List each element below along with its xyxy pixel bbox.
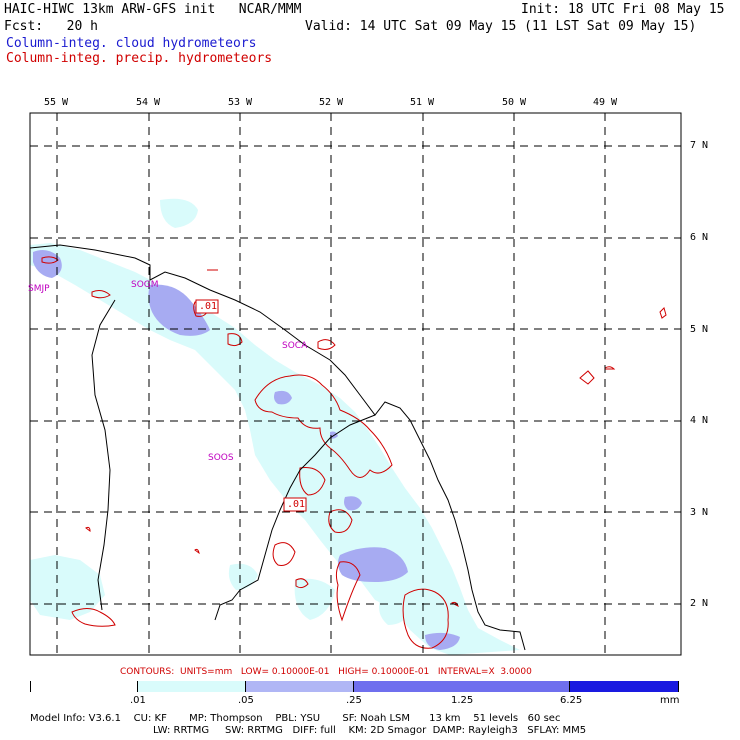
- model-title: HAIC-HIWC 13km ARW-GFS init NCAR/MMM: [4, 2, 302, 17]
- lat-label-4n: 4 N: [690, 415, 709, 426]
- station-smjp: SMJP: [28, 284, 50, 294]
- lon-label-50w: 50 W: [502, 97, 527, 108]
- valid-time: Valid: 14 UTC Sat 09 May 15 (11 LST Sat …: [305, 19, 697, 34]
- colorbar-swatch-darkblue: [570, 681, 678, 692]
- colorbar-label-025: .25: [346, 695, 362, 706]
- tick-marks: [56, 113, 681, 605]
- colorbar-swatch-cyan: [138, 681, 246, 692]
- contour-label-box-1: [195, 299, 219, 314]
- colorbar-label-001: .01: [130, 695, 146, 706]
- coastline-borders: [30, 244, 526, 651]
- map-frame: [29, 112, 682, 656]
- colorbar-swatch-blue: [354, 681, 570, 692]
- lon-label-54w: 54 W: [136, 97, 161, 108]
- station-sogm: SOGM: [131, 280, 159, 290]
- station-soca: SOCA: [282, 341, 308, 351]
- cloud-shading-light: [30, 198, 520, 655]
- lon-label-51w: 51 W: [410, 97, 435, 108]
- model-info-line2: LW: RRTMG SW: RRTMG DIFF: full KM: 2D Sm…: [153, 725, 587, 736]
- colorbar-swatch-lightblue: [246, 681, 354, 692]
- latlon-grid: [30, 113, 681, 655]
- precip-contours: [41, 256, 667, 649]
- forecast-hour: Fcst: 20 h: [4, 19, 98, 34]
- colorbar-label-625: 6.25: [560, 695, 583, 706]
- lon-label-55w: 55 W: [44, 97, 69, 108]
- lat-label-2n: 2 N: [690, 598, 709, 609]
- precip-field-label: Column-integ. precip. hydrometeors: [6, 51, 273, 66]
- contour-info: CONTOURS: UNITS=mm LOW= 0.10000E-01 HIGH…: [120, 667, 532, 677]
- colorbar-label-005: .05: [238, 695, 254, 706]
- colorbar-swatch-white: [31, 681, 138, 692]
- cloud-shading-mid: [33, 250, 460, 650]
- colorbar-label-125: 1.25: [451, 695, 474, 706]
- station-soos: SOOS: [208, 453, 234, 463]
- colorbar-units: mm: [660, 695, 680, 706]
- contour-label-box-2: [283, 497, 307, 512]
- contour-label-2: .01: [287, 499, 306, 510]
- lon-label-49w: 49 W: [593, 97, 618, 108]
- lat-label-7n: 7 N: [690, 140, 709, 151]
- model-info-line1: Model Info: V3.6.1 CU: KF MP: Thompson P…: [30, 713, 561, 724]
- init-time: Init: 18 UTC Fri 08 May 15: [521, 2, 725, 17]
- lon-label-53w: 53 W: [228, 97, 253, 108]
- lon-label-52w: 52 W: [319, 97, 344, 108]
- contour-label-1: .01: [199, 301, 218, 312]
- cloud-field-label: Column-integ. cloud hydrometeors: [6, 36, 257, 51]
- lat-label-3n: 3 N: [690, 507, 709, 518]
- lat-label-6n: 6 N: [690, 232, 709, 243]
- lat-label-5n: 5 N: [690, 324, 709, 335]
